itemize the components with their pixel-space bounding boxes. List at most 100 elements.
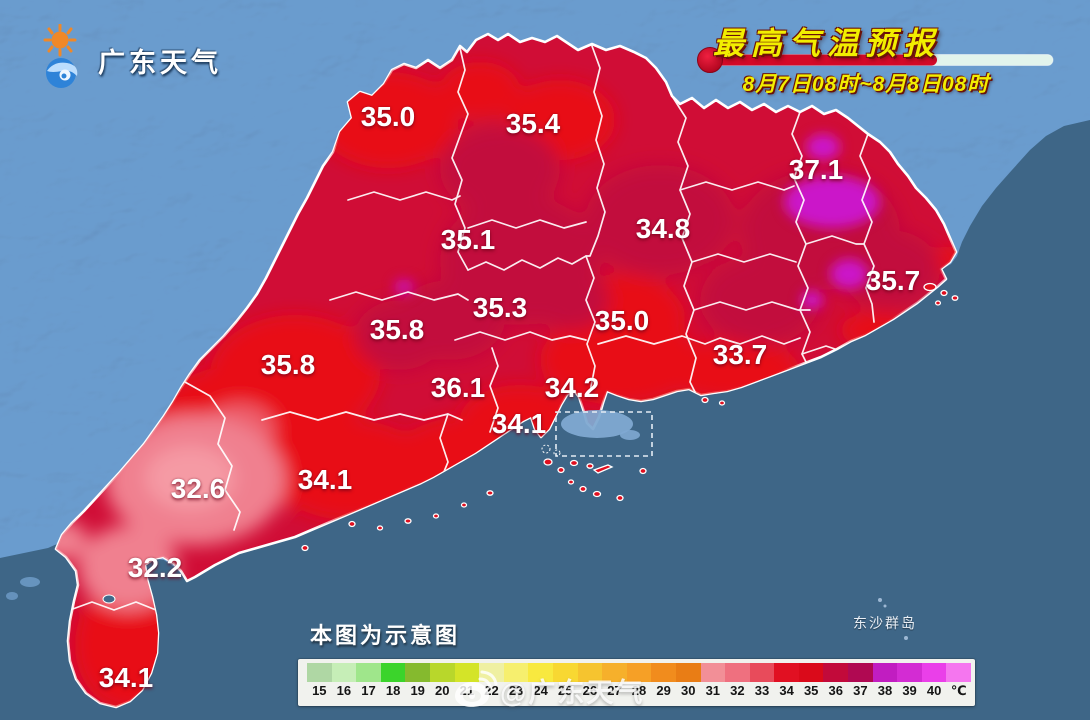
legend-swatch [602,663,627,682]
temperature-shading [56,62,956,707]
temp-label: 34.1 [297,464,353,495]
legend-swatch [528,663,553,682]
legend-swatch [429,663,455,682]
legend-tick-label: 36 [828,683,843,698]
legend-cell: 25 [552,663,578,699]
ocean [0,120,1090,720]
legend-tick-label: 31 [705,683,721,698]
legend-tick-label: 30 [680,683,696,698]
temp-label: 34.1 [491,408,547,439]
legend-tick-label: 24 [533,683,548,698]
legend-swatch [774,663,799,682]
legend-cell: 35 [798,663,824,699]
watermark: @广东天气 [452,670,644,710]
legend-swatch [921,663,947,682]
temp-label: 33.7 [712,339,768,370]
legend-tick-label: 26 [582,683,598,698]
station-logo: 广东天气 [34,24,222,96]
legend-swatch [749,663,775,682]
legend-cell: 40 [921,663,947,699]
legend-swatch [798,663,824,682]
coastal-islet [20,577,40,587]
hongkong-area [555,410,653,457]
temp-label: 36.1 [430,372,486,403]
legend-tick-label: 19 [410,683,425,698]
station-logo-text: 广东天气 [98,47,222,78]
temp-label: 37.1 [788,154,844,185]
temp-label: 35.8 [260,349,316,380]
legend-swatch [725,663,750,682]
legend-cell: 19 [405,663,430,699]
temp-label: 35.0 [360,101,416,132]
legend-swatch [577,663,603,682]
legend-cell: 39 [897,663,922,699]
legend-swatch [307,663,332,682]
temperature-legend: 1516171819202122232425262728293031323334… [298,659,975,706]
legend-tick-label: 20 [435,683,450,698]
legend-cell: 23 [503,663,529,699]
legend-tick-label: 29 [656,683,671,698]
temp-label: 34.1 [98,662,154,693]
legend-tick-label: 25 [558,683,573,698]
legend-tick-label: 39 [902,683,917,698]
temp-label: 35.8 [369,314,425,345]
legend-swatch [872,663,898,682]
legend-swatch [823,663,849,682]
legend-cell: 26 [577,663,603,699]
legend-tick-label: 23 [508,683,524,698]
legend-tick-label: 27 [607,683,622,698]
dashed-islets [541,444,561,457]
legend-swatch [848,663,873,682]
legend-swatch [651,663,676,682]
legend-swatch [675,663,701,682]
legend-swatch [626,663,652,682]
temp-label: 35.0 [594,305,650,336]
legend-swatch [700,663,726,682]
legend-tick-label: 18 [385,683,401,698]
temp-label: 34.8 [635,213,691,244]
legend-tick-label: 16 [336,683,352,698]
legend-tick-label: 33 [754,683,770,698]
legend-cell: 34 [774,663,799,699]
legend-swatch [897,663,922,682]
temp-label: 35.3 [472,292,528,323]
legend-cell: 36 [823,663,849,699]
legend-tick-label: 40 [926,683,942,698]
legend-tick-label: 28 [631,683,647,698]
temp-label: 32.2 [127,552,183,583]
legend-swatch [552,663,578,682]
legend-cell: ℃ [946,663,972,699]
legend-swatch [405,663,430,682]
legend-tick-label: 32 [730,683,745,698]
legend-cell: 17 [356,663,381,699]
legend-swatch [479,663,504,682]
legend-tick-label: ℃ [950,683,967,698]
weibo-icon [455,670,498,707]
legend-tick-label: 38 [877,683,893,698]
coastal-islet [6,592,18,600]
legend-cell: 37 [848,663,873,699]
legend-swatch [380,663,406,682]
legend-cell: 27 [602,663,627,699]
legend-cell: 30 [675,663,701,699]
legend-swatch [946,663,972,682]
legend-cell: 31 [700,663,726,699]
legend-cell: 20 [429,663,455,699]
dongsha-islands-label: 东沙群岛 [853,615,917,631]
temp-label: 34.2 [544,372,600,403]
legend-tick-label: 35 [803,683,819,698]
legend-tick-label: 37 [853,683,868,698]
temp-label: 35.7 [865,265,921,296]
legend-cell: 28 [626,663,652,699]
temp-label: 35.4 [505,108,561,139]
legend-cell: 38 [872,663,898,699]
legend-tick-label: 15 [312,683,327,698]
temp-label: 35.1 [440,224,496,255]
map-note: 本图为示意图 [310,623,461,648]
legend-cell: 32 [725,663,750,699]
legend-cell: 15 [307,663,332,699]
legend-swatch [454,663,480,682]
legend-tick-label: 34 [779,683,794,698]
